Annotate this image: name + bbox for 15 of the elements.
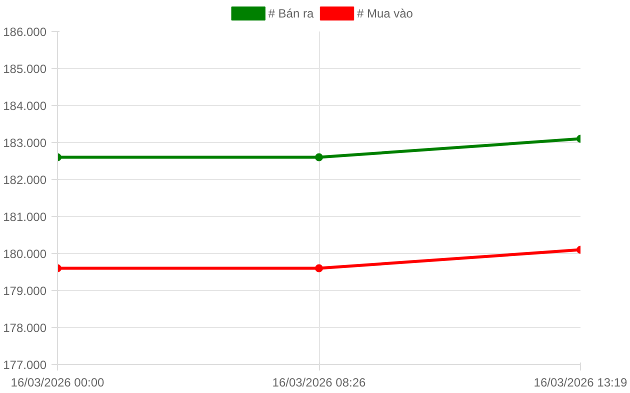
y-tick-label: 177.000 xyxy=(3,358,47,372)
y-tick-label: 182.000 xyxy=(3,173,47,187)
y-tick-label: 185.000 xyxy=(3,62,47,76)
x-tick-label: 16/03/2026 13:19 xyxy=(534,376,628,390)
y-tick-label: 180.000 xyxy=(3,247,47,261)
y-tick-label: 184.000 xyxy=(3,99,47,113)
legend-label: # Mua vào xyxy=(356,6,414,20)
x-tick-label: 16/03/2026 00:00 xyxy=(10,376,105,390)
y-tick-label: 181.000 xyxy=(3,210,47,224)
y-tick-label: 183.000 xyxy=(3,136,47,150)
x-tick-label: 16/03/2026 08:26 xyxy=(272,376,366,390)
legend-label: # Bán ra xyxy=(268,6,314,20)
y-tick-label: 186.000 xyxy=(3,25,47,39)
y-tick-label: 179.000 xyxy=(3,284,47,298)
y-tick-label: 178.000 xyxy=(3,321,47,335)
